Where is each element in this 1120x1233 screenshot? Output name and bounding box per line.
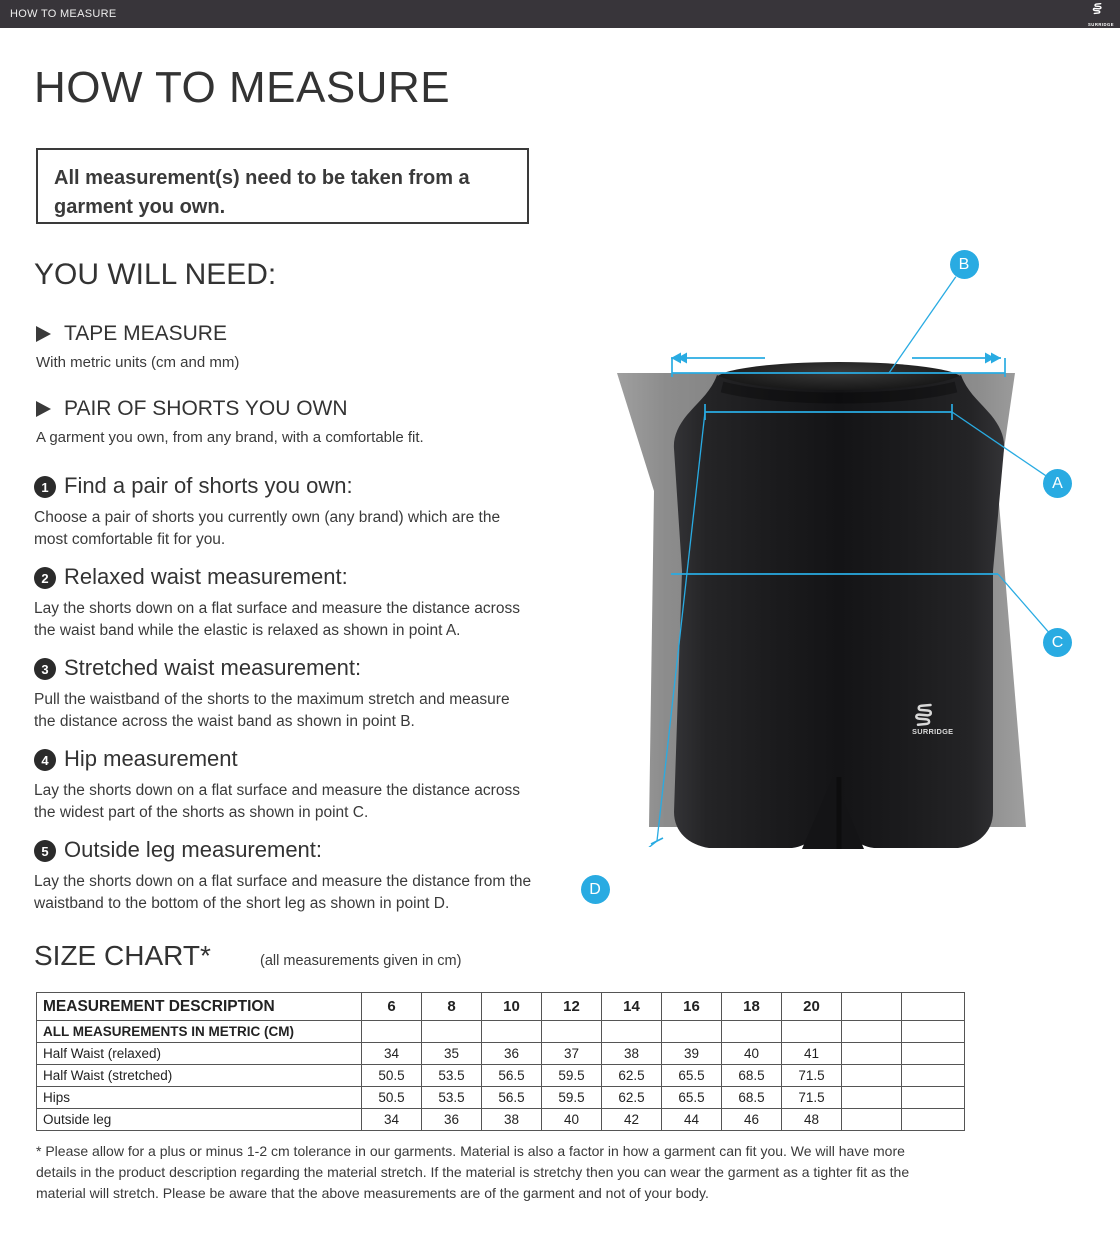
svg-text:4: 4 [41, 753, 49, 768]
svg-text:5: 5 [41, 844, 48, 859]
svg-text:1: 1 [41, 480, 48, 495]
svg-text:3: 3 [41, 662, 48, 677]
svg-text:2: 2 [41, 571, 48, 586]
